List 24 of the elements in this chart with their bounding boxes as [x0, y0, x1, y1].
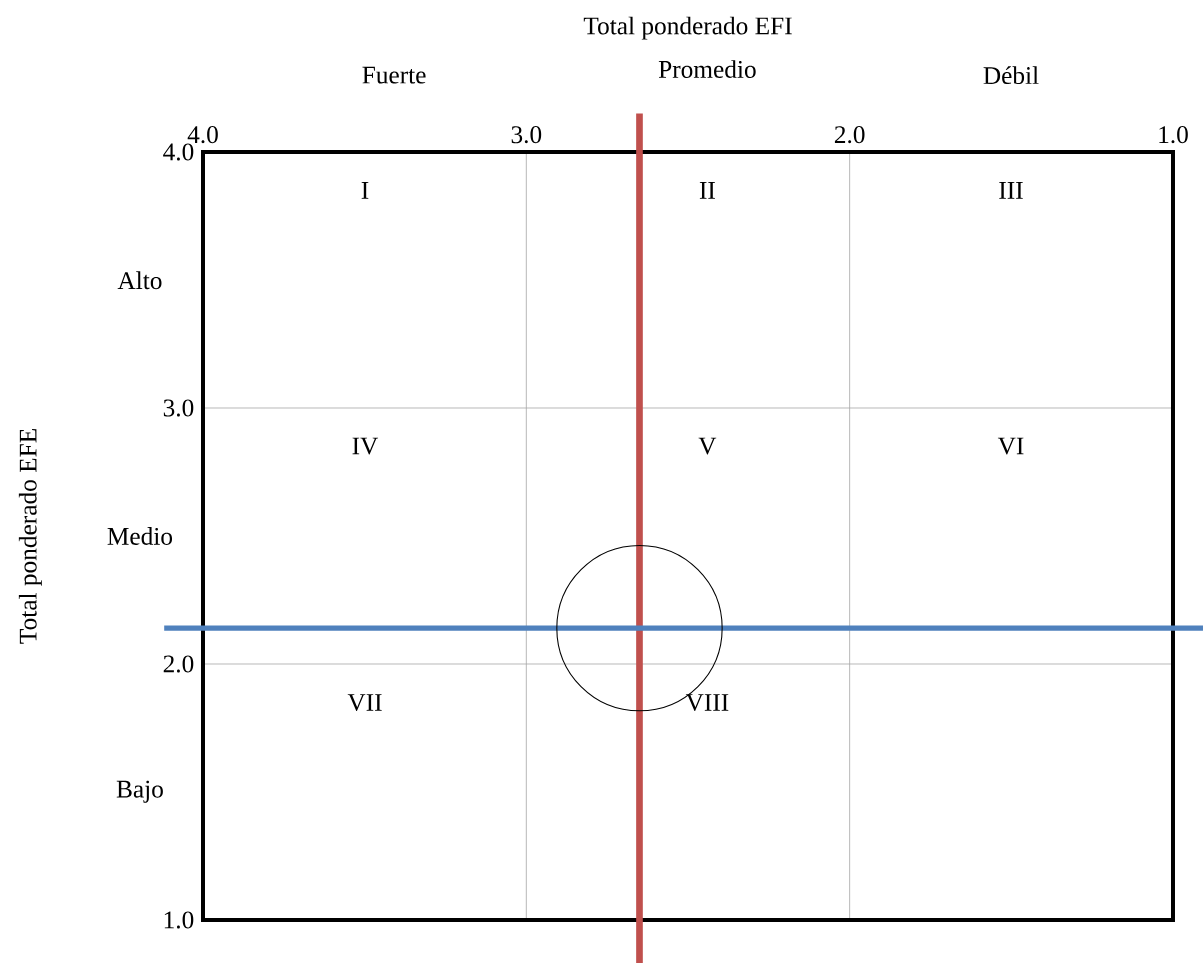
annotation: I: [361, 182, 369, 199]
y-tick-label: 2.0: [163, 655, 194, 673]
annotation: IV: [352, 437, 379, 455]
annotation: III: [999, 182, 1023, 199]
text: Alto: [117, 271, 162, 290]
y-tick-label: 3.0: [163, 399, 194, 417]
x-axis-title: Total ponderado EFI: [583, 16, 792, 40]
annotation: II: [699, 182, 715, 199]
y-tick-label: 4.0: [163, 143, 194, 161]
text: Medio: [107, 527, 173, 545]
x-tick-label: 2.0: [834, 126, 865, 144]
x-tick-label: 3.0: [511, 126, 542, 144]
x-tick-label: 1.0: [1159, 126, 1188, 144]
text: Fuerte: [362, 66, 426, 84]
text: Bajo: [116, 780, 163, 803]
y-tick-label: 1.0: [164, 911, 194, 929]
text: Débil: [983, 66, 1039, 85]
text: Promedio: [658, 60, 756, 78]
x-tick-label: 4.0: [187, 126, 218, 144]
annotation: VII: [347, 694, 382, 712]
annotation: V: [698, 437, 717, 455]
annotation: VI: [997, 437, 1024, 455]
annotation: VIII: [685, 694, 729, 712]
y-axis-title: Total ponderado EFE: [18, 429, 42, 644]
